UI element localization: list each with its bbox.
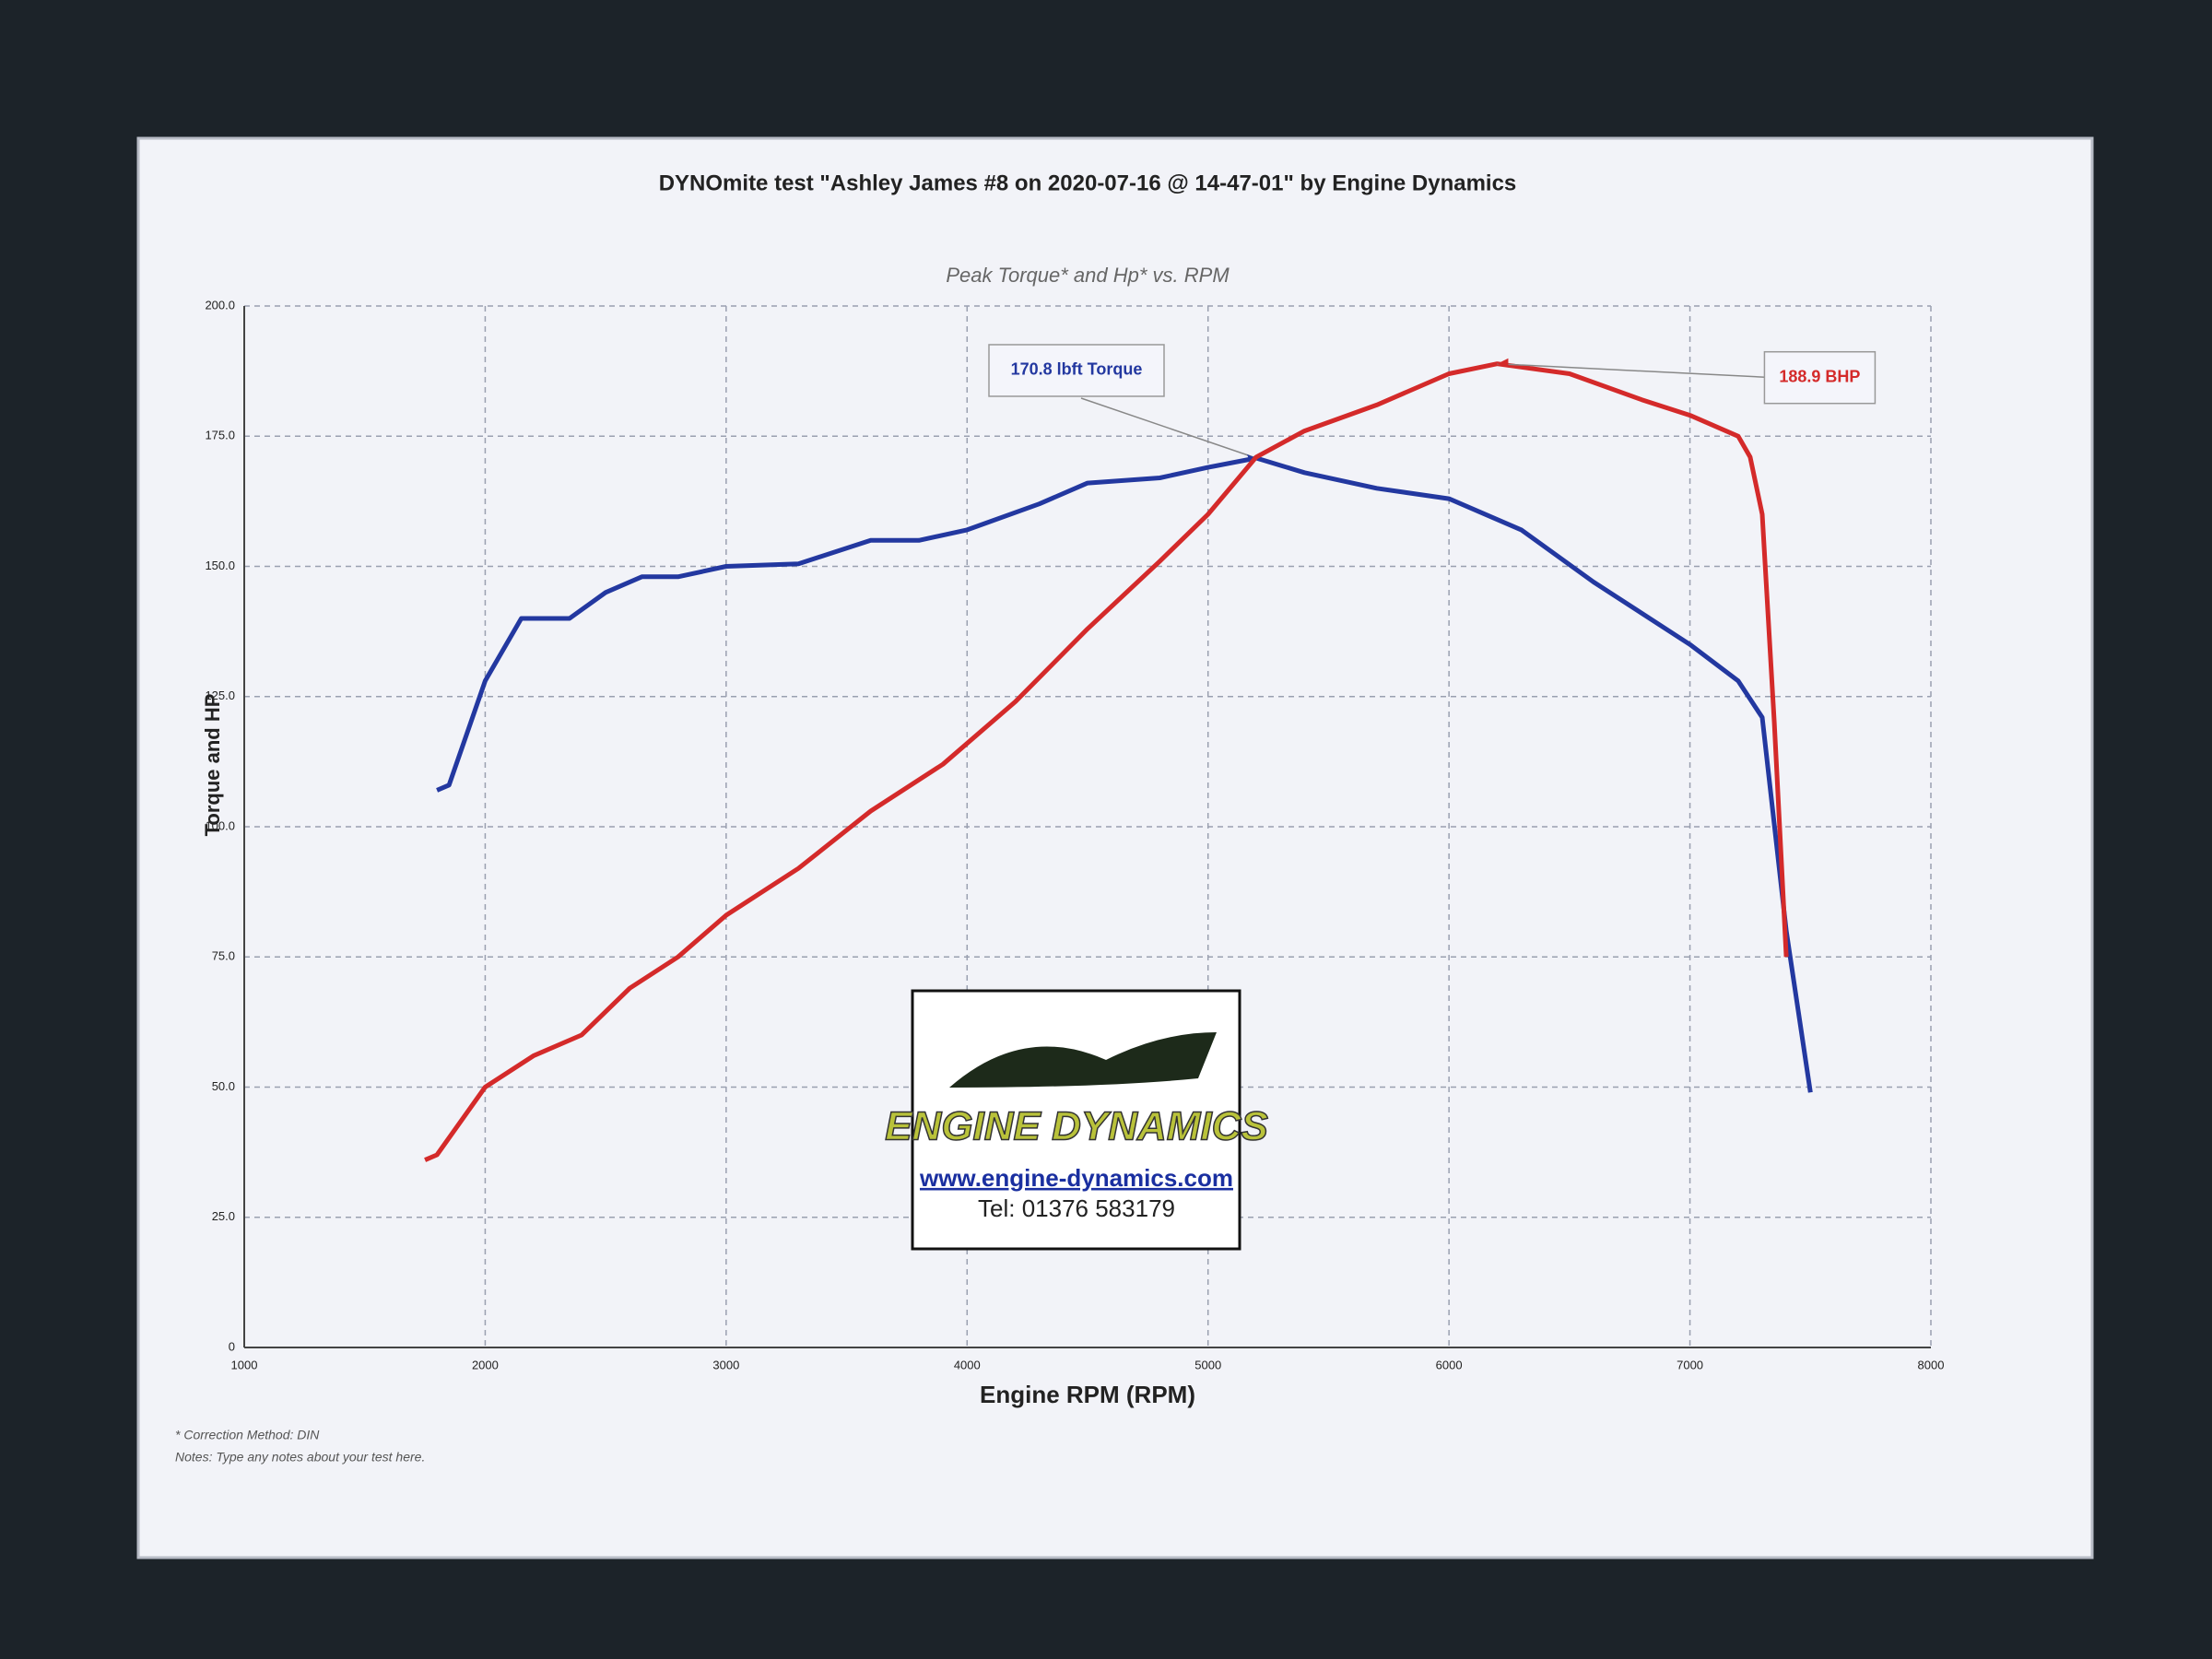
y-tick-label: 150.0 [205, 559, 235, 572]
y-tick-label: 200.0 [205, 298, 235, 312]
chart-subtitle: Peak Torque* and Hp* vs. RPM [946, 264, 1230, 287]
note: Notes: Type any notes about your test he… [175, 1450, 425, 1465]
logo-phone: Tel: 01376 583179 [978, 1194, 1175, 1222]
x-axis-label: Engine RPM (RPM) [980, 1381, 1195, 1408]
x-tick-label: 7000 [1677, 1358, 1703, 1371]
annotation-box [1763, 350, 1877, 405]
logo-brand: ENGINE DYNAMICS [885, 1104, 1268, 1149]
y-tick-label: 125.0 [205, 688, 235, 702]
y-axis-label: Torque and HP [201, 694, 224, 837]
annotation-box [988, 344, 1165, 397]
logo-box: ENGINE DYNAMICS www.engine-dynamics.com … [884, 989, 1269, 1251]
y-tick-label: 50.0 [212, 1079, 235, 1093]
series-line [424, 361, 1789, 1162]
x-tick-label: 6000 [1436, 1358, 1463, 1371]
y-tick-label: 25.0 [212, 1209, 235, 1223]
logo-frame [911, 989, 1241, 1251]
x-tick-label: 4000 [954, 1358, 981, 1371]
y-tick-label: 75.0 [212, 949, 235, 963]
annotation-text: 170.8 lbft Torque [1011, 360, 1143, 379]
annotation: 188.9 BHP [1763, 350, 1877, 405]
logo-shape [949, 1032, 1217, 1088]
x-tick-label: 8000 [1918, 1358, 1945, 1371]
y-tick-label: 100.0 [205, 818, 235, 832]
annotation-text: 188.9 BHP [1779, 367, 1860, 385]
x-tick-label: 2000 [472, 1358, 499, 1371]
annotation: 170.8 lbft Torque [988, 344, 1165, 397]
x-tick-label: 1000 [231, 1358, 258, 1371]
annotation-leader [1497, 362, 1774, 379]
y-tick-label: 0 [229, 1339, 235, 1353]
x-tick-label: 5000 [1194, 1358, 1221, 1371]
annotation-arrow [1497, 358, 1509, 368]
note: * Correction Method: DIN [175, 1428, 320, 1442]
logo-url: www.engine-dynamics.com [919, 1164, 1233, 1192]
y-tick-label: 175.0 [205, 429, 235, 442]
series-line [436, 455, 1813, 1093]
annotation-leader [1080, 397, 1257, 459]
x-tick-label: 3000 [712, 1358, 739, 1371]
chart-title: DYNOmite test "Ashley James #8 on 2020-0… [659, 171, 1517, 195]
